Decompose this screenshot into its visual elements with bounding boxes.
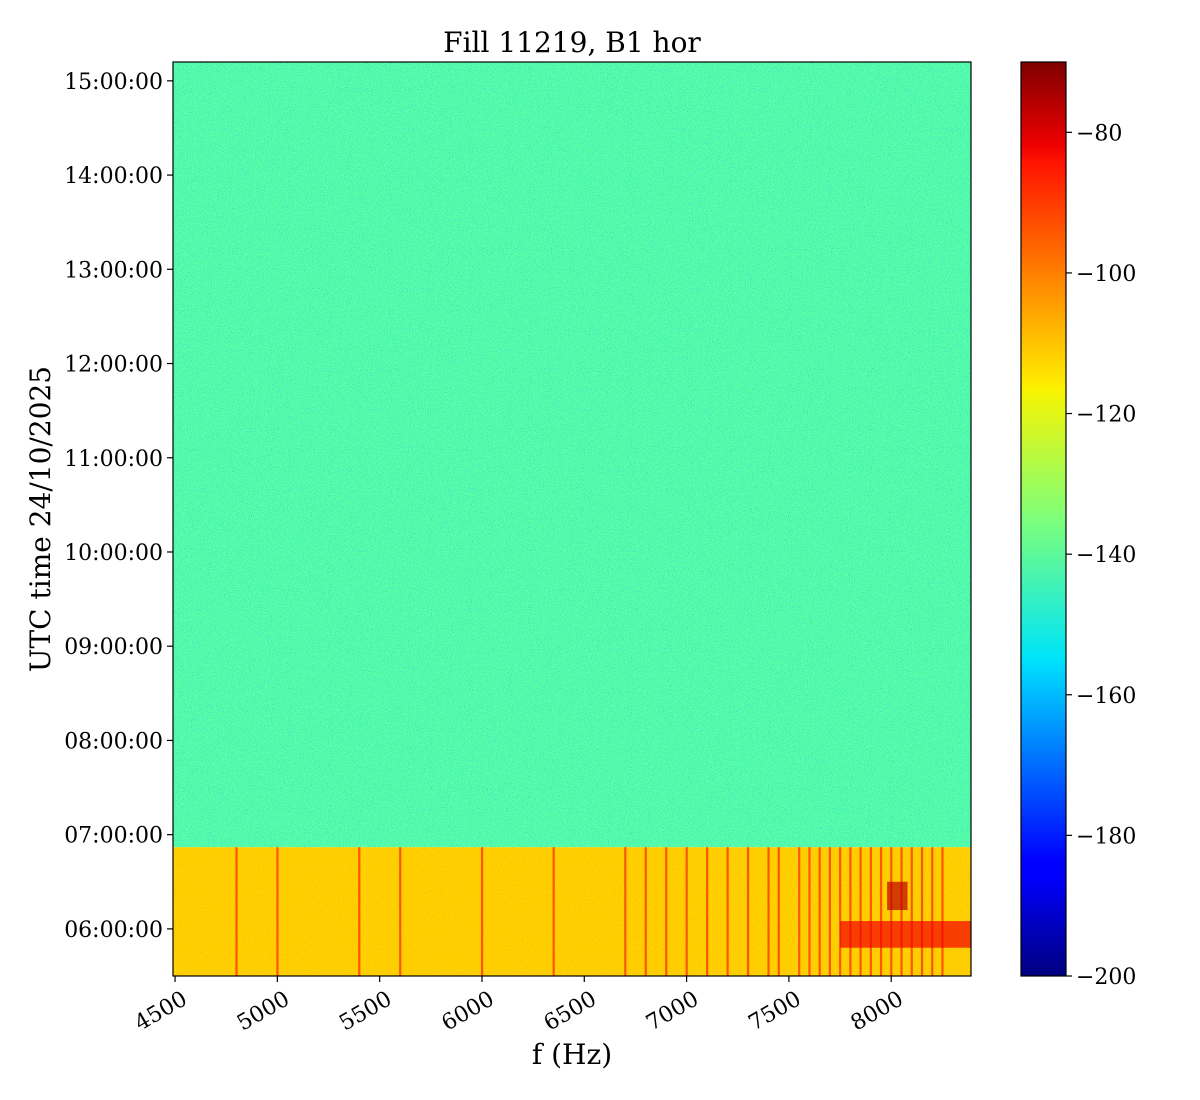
spectral-line [276,847,279,976]
spectral-line [879,847,883,976]
heatmap-features [235,847,971,976]
x-tick-label: 6500 [540,987,601,1037]
spectral-line [931,847,934,976]
spectral-line [726,847,729,976]
spectral-line [849,847,852,976]
spectral-line [235,847,238,976]
spectral-line [665,847,668,976]
colorbar-tick-label: −160 [1076,684,1136,709]
spectral-line [552,847,555,976]
colorbar-tick-label: −100 [1076,262,1136,287]
spectral-line [685,847,688,976]
x-tick-label: 6000 [438,987,499,1037]
colorbar-tick-label: −80 [1076,121,1122,146]
heatmap-noise-1 [173,847,971,976]
spectral-line [746,847,750,976]
y-tick-label: 07:00:00 [64,824,163,849]
spectral-line [818,847,821,976]
x-tick-label: 8000 [847,987,908,1037]
y-tick-label: 09:00:00 [64,635,163,660]
y-tick-label: 11:00:00 [64,447,163,472]
colorbar-gradient [1021,62,1066,976]
colorbar-ticks: −80 −100 −120 −140 −160 −180 −200 [1066,121,1136,990]
x-tick-label: 7500 [744,987,805,1037]
x-axis-label: f (Hz) [532,1038,612,1071]
spectral-line [399,847,402,976]
spectral-line [808,847,811,976]
y-tick-label: 08:00:00 [64,729,163,754]
spectral-line [777,847,780,976]
x-tick-label: 4500 [131,987,192,1037]
y-tick-label: 10:00:00 [64,541,163,566]
spectral-line [890,847,893,976]
y-tick-label: 15:00:00 [64,70,163,95]
spectral-line [839,847,842,976]
chart-title: Fill 11219, B1 hor [443,26,701,59]
heatmap-image [173,62,971,976]
x-tick-label: 7000 [642,987,703,1037]
hotspot [840,921,971,948]
heatmap-noise-0 [173,62,971,848]
y-tick-label: 13:00:00 [64,258,163,283]
spectral-line [910,847,913,976]
colorbar: −80 −100 −120 −140 −160 −180 −200 [1020,61,1136,990]
y-tick-label: 12:00:00 [64,353,163,378]
y-tick-label: 14:00:00 [64,164,163,189]
spectral-line [706,847,709,976]
spectral-line [798,847,801,976]
x-axis: 4500 5000 5500 6000 6500 7000 7500 8000 [131,976,908,1036]
spectral-line [859,847,862,976]
colorbar-tick-label: −200 [1076,965,1136,990]
colorbar-tick-label: −140 [1076,543,1136,568]
spectral-line [644,847,647,976]
x-tick-label: 5000 [233,987,294,1037]
spectral-line [941,847,944,976]
colorbar-tick-label: −180 [1076,824,1136,849]
colorbar-tick-label: −120 [1076,403,1136,428]
spectral-line [624,847,627,976]
spectral-line [828,847,832,976]
spectral-line [767,847,770,976]
colorbar-frame [1020,61,1067,977]
plot-frame [172,61,972,977]
y-axis: 06:00:00 07:00:00 08:00:00 09:00:00 10:00:00… [64,70,173,943]
y-axis-label: UTC time 24/10/2025 [24,366,57,672]
x-tick-label: 5500 [335,987,396,1037]
spectral-line [900,847,903,976]
y-tick-label: 06:00:00 [64,918,163,943]
hotspot [887,881,908,911]
spectral-line [869,847,872,976]
spectral-line [920,847,924,976]
spectral-line [480,847,484,976]
spectral-line [358,847,361,976]
